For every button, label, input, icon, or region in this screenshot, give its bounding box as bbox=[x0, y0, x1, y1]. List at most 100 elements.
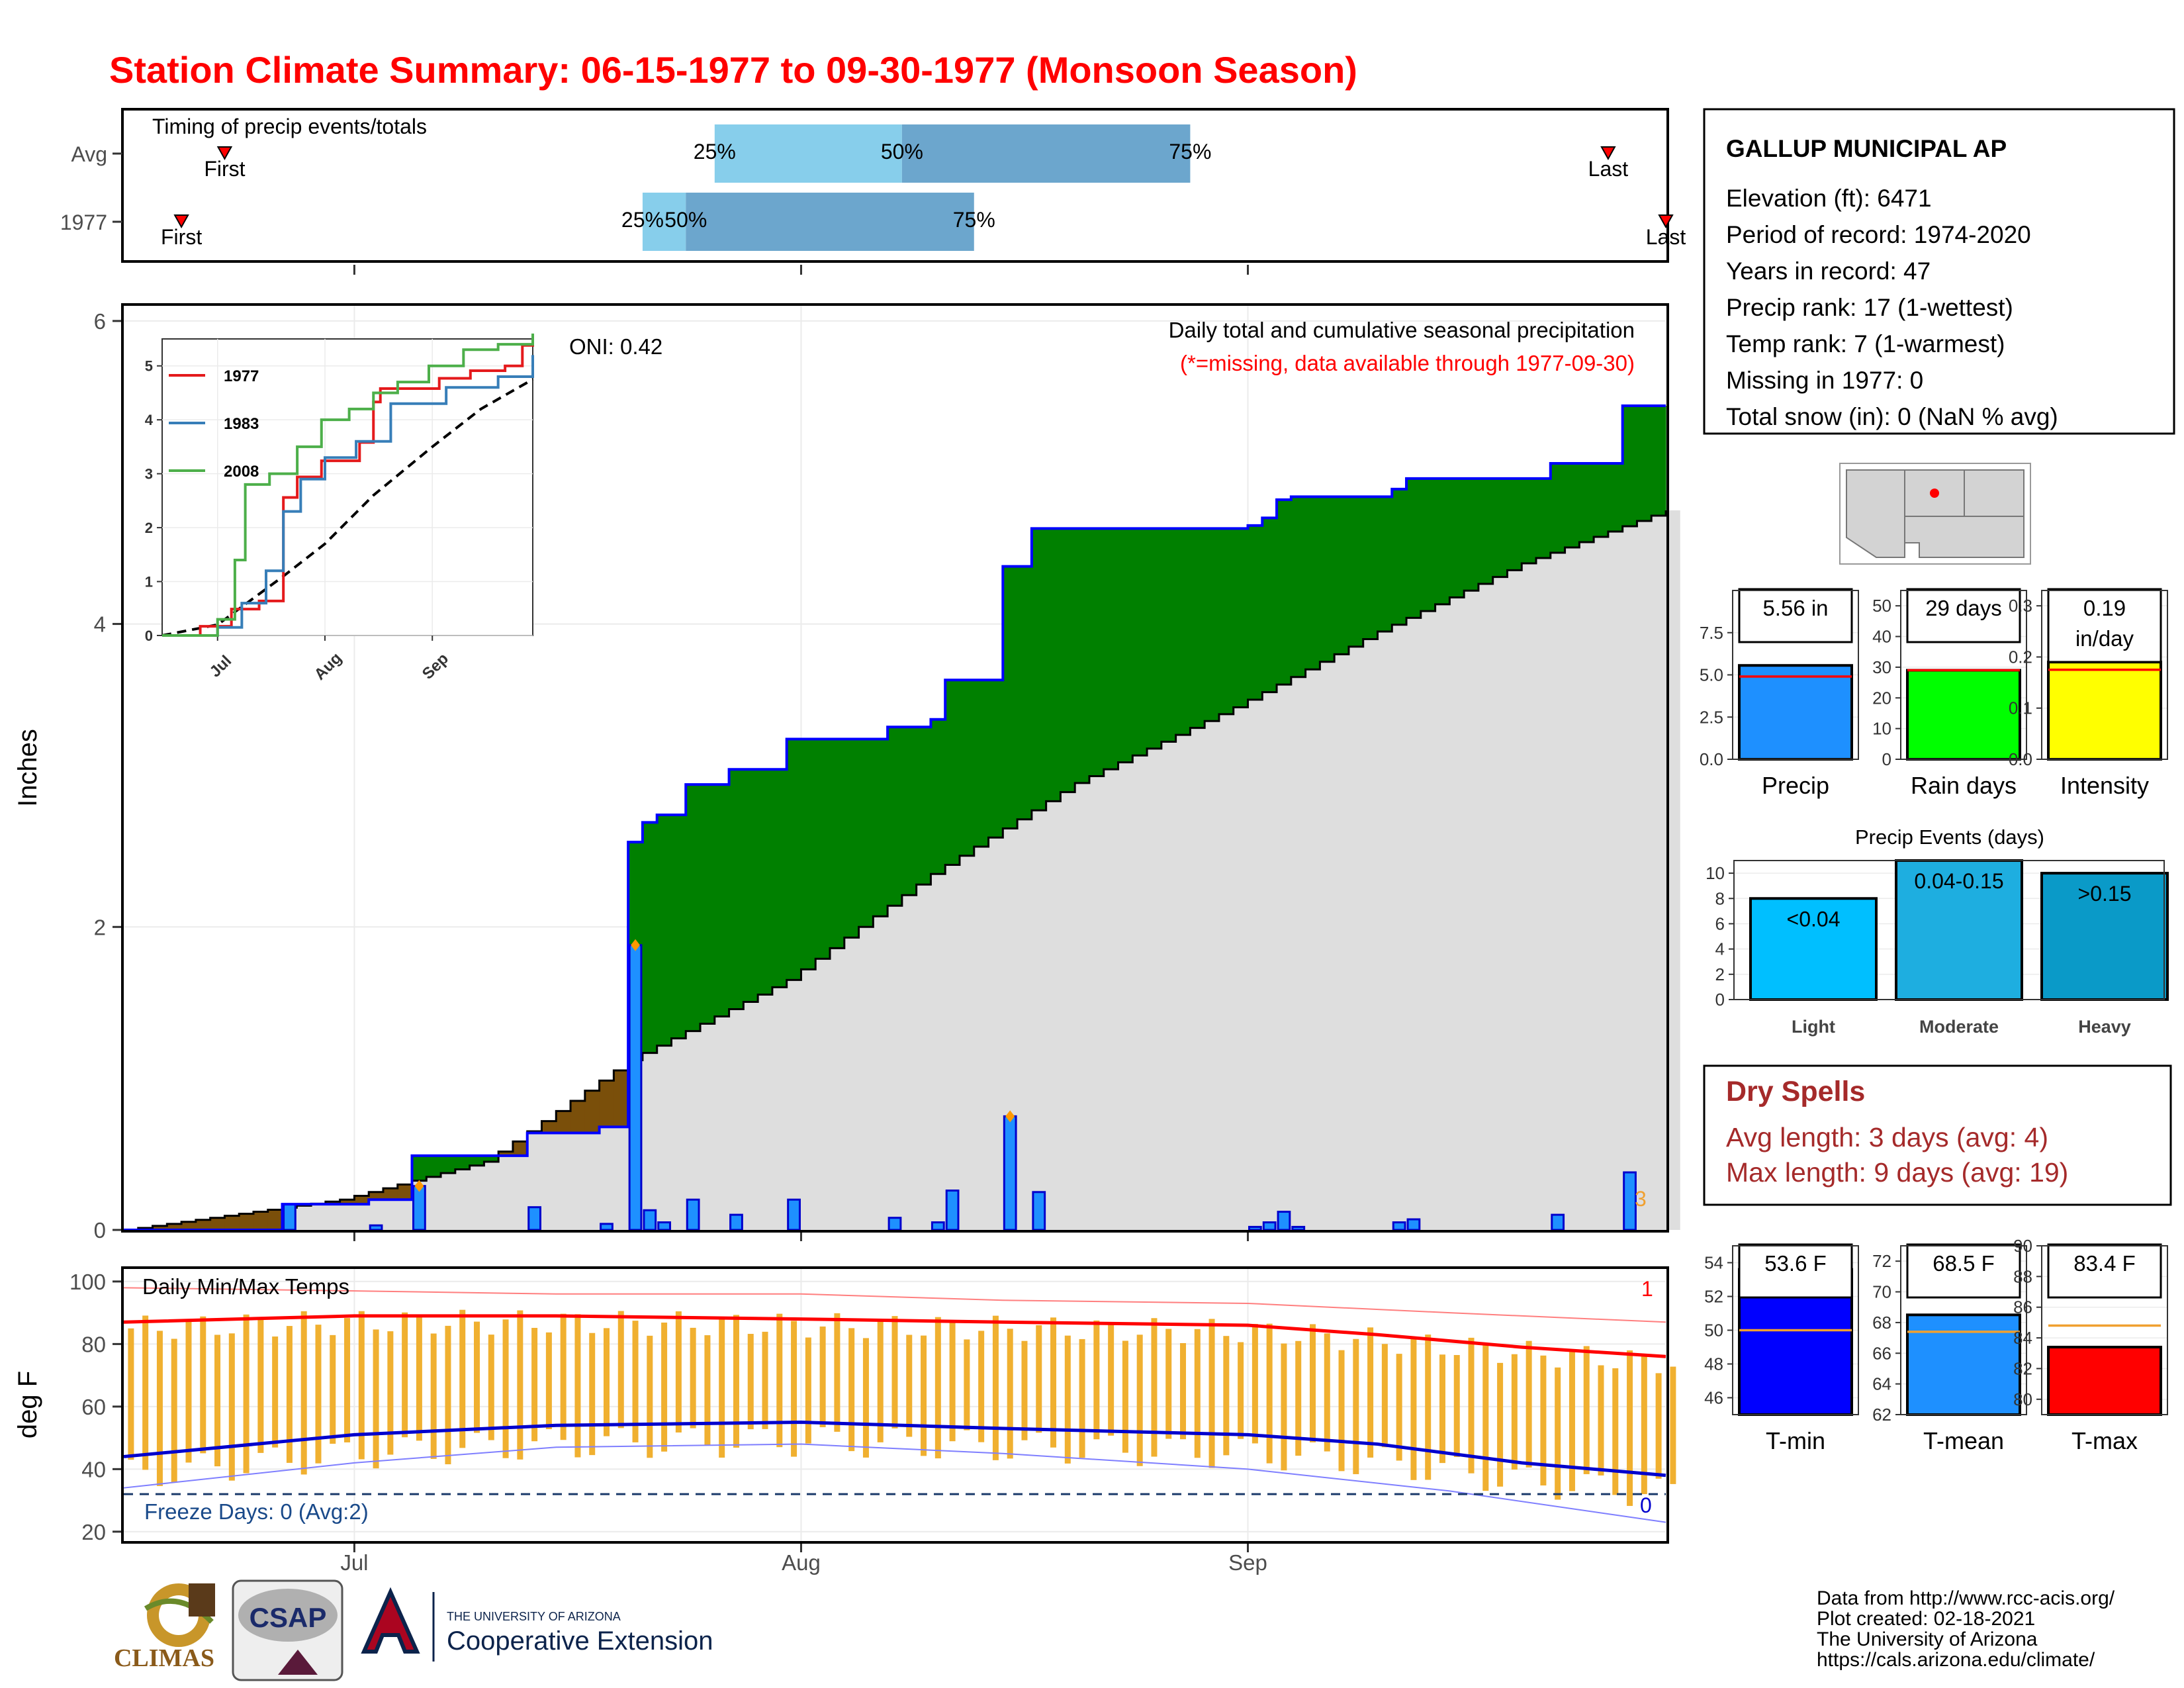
above-average-fill bbox=[1291, 496, 1306, 677]
summary-xlabel: T-min bbox=[1766, 1427, 1825, 1454]
summary-ytick-label: 64 bbox=[1872, 1374, 1891, 1394]
above-average-fill bbox=[1536, 478, 1551, 559]
precip-annotation: Daily total and cumulative seasonal prec… bbox=[1169, 318, 1635, 342]
daily-temp-range-bar bbox=[617, 1311, 624, 1429]
daily-precip-bar bbox=[283, 1203, 296, 1231]
below-average-fill bbox=[383, 1188, 398, 1200]
daily-temp-range-bar bbox=[387, 1331, 394, 1455]
inset-ytick-label: 0 bbox=[145, 628, 153, 644]
summary-xlabel: Precip bbox=[1762, 772, 1829, 799]
daily-temp-range-bar bbox=[978, 1331, 985, 1442]
below-average-fill bbox=[369, 1192, 384, 1200]
dry-spells-line: Avg length: 3 days (avg: 4) bbox=[1726, 1122, 2048, 1152]
inset-ytick-label: 2 bbox=[145, 520, 153, 536]
summary-ytick-label: 62 bbox=[1872, 1405, 1891, 1425]
daily-precip-bar bbox=[628, 944, 643, 1231]
daily-temp-range-bar bbox=[1007, 1329, 1013, 1459]
above-average-fill bbox=[1507, 478, 1522, 571]
footer-line: Data from http://www.rcc-acis.org/ bbox=[1817, 1587, 2115, 1609]
precip-subannotation: (*=missing, data available through 1977-… bbox=[1180, 351, 1635, 375]
above-average-fill bbox=[1348, 496, 1364, 647]
timing-bar-early bbox=[714, 124, 902, 183]
station-line: Total snow (in): 0 (NaN % avg) bbox=[1726, 403, 2058, 430]
daily-temp-range-bar bbox=[1511, 1354, 1518, 1470]
locator-map bbox=[1839, 463, 2031, 565]
above-average-fill bbox=[887, 727, 903, 906]
daily-temp-range-bar bbox=[517, 1310, 523, 1460]
daily-temp-range-bar bbox=[704, 1335, 711, 1445]
above-average-fill bbox=[1190, 528, 1205, 728]
csap-logo-text: CSAP bbox=[250, 1602, 327, 1633]
summary-value-box bbox=[2047, 588, 2162, 663]
daily-temp-range-bar bbox=[416, 1315, 422, 1441]
daily-temp-range-bar bbox=[1482, 1344, 1489, 1491]
daily-precip-bar bbox=[1032, 1191, 1046, 1231]
summary-plot-frame bbox=[2041, 1245, 2168, 1415]
summary-ytick-label: 50 bbox=[1872, 596, 1891, 616]
summary-plot-frame bbox=[1732, 1245, 1859, 1415]
daily-precip-bar bbox=[643, 1209, 657, 1231]
daily-temp-range-bar bbox=[560, 1313, 567, 1440]
daily-temp-range-bar bbox=[1670, 1366, 1676, 1484]
daily-temp-range-bar bbox=[185, 1321, 192, 1463]
summary-plot-frame bbox=[2041, 590, 2168, 760]
summary-xlabel: Intensity bbox=[2060, 772, 2149, 799]
summary-bar-summary_precip: 0.0 2.5 5.0 7.5 5.56 in Precip bbox=[1700, 588, 1859, 799]
temp-ytick-label: 100 bbox=[69, 1270, 106, 1294]
station-line: Period of record: 1974-2020 bbox=[1726, 221, 2031, 248]
daily-temp-range-bar bbox=[762, 1331, 768, 1429]
above-average-fill bbox=[844, 739, 860, 938]
temp-ytick-label: 20 bbox=[81, 1520, 106, 1544]
above-average-fill bbox=[642, 822, 658, 1053]
precip-events-title: Precip Events (days) bbox=[1855, 825, 2044, 849]
inset-legend-label: 1977 bbox=[224, 367, 259, 385]
daily-temp-range-bar bbox=[862, 1338, 869, 1458]
daily-temp-range-bar bbox=[891, 1316, 898, 1429]
daily-temp-range-bar bbox=[1612, 1368, 1619, 1495]
above-average-fill bbox=[714, 784, 730, 1017]
above-average-fill bbox=[786, 739, 802, 980]
daily-temp-range-bar bbox=[1151, 1318, 1158, 1457]
precip-ytick-label: 0 bbox=[94, 1218, 106, 1243]
below-average-fill bbox=[253, 1211, 269, 1230]
daily-temp-range-bar bbox=[1180, 1342, 1187, 1440]
summary-plot-frame bbox=[1900, 1245, 2027, 1415]
precip-ylabel: Inches bbox=[13, 729, 42, 807]
footer-line: The University of Arizona bbox=[1817, 1628, 2038, 1650]
above-average-fill bbox=[1464, 478, 1479, 591]
daily-precip-bar bbox=[1551, 1213, 1565, 1231]
daily-temp-range-bar bbox=[402, 1312, 408, 1438]
timing-p50-label: 50% bbox=[664, 208, 707, 232]
month-tick-label: Sep bbox=[1228, 1550, 1267, 1575]
above-average-fill bbox=[1449, 478, 1465, 598]
events-bar-label: >0.15 bbox=[2078, 882, 2132, 906]
above-average-fill bbox=[1161, 528, 1177, 742]
first-event-label: First bbox=[204, 157, 245, 181]
daily-precip-bar bbox=[1623, 1171, 1637, 1231]
summary-value-bar bbox=[2047, 661, 2162, 761]
summary-xlabel: T-max bbox=[2071, 1427, 2138, 1454]
above-average-fill bbox=[729, 769, 744, 1009]
below-average-fill bbox=[498, 1151, 514, 1156]
above-average-fill bbox=[945, 680, 960, 865]
daily-temp-range-bar bbox=[1050, 1317, 1057, 1448]
inset-ytick-label: 3 bbox=[145, 466, 153, 483]
flagged-day-marker bbox=[631, 939, 641, 951]
above-average-fill bbox=[1565, 463, 1580, 548]
daily-temp-range-bar bbox=[1439, 1354, 1445, 1464]
summary-xlabel: Rain days bbox=[1911, 772, 2017, 799]
above-average-fill bbox=[1550, 463, 1566, 553]
climas-logo: CLIMAS bbox=[114, 1583, 215, 1672]
footer-line: Plot created: 02-18-2021 bbox=[1817, 1608, 2035, 1630]
daily-temp-range-bar bbox=[848, 1328, 855, 1452]
daily-temp-range-bar bbox=[1021, 1340, 1028, 1440]
daily-temp-range-bar bbox=[675, 1311, 682, 1433]
daily-temp-range-bar bbox=[344, 1318, 351, 1442]
events-category-label: Light bbox=[1792, 1017, 1835, 1037]
below-average-fill bbox=[599, 1080, 614, 1127]
above-average-fill bbox=[1522, 478, 1537, 564]
daily-temp-range-bar bbox=[1295, 1340, 1302, 1456]
inset-ytick-label: 1 bbox=[145, 574, 153, 590]
daily-temp-range-bar bbox=[545, 1332, 552, 1429]
